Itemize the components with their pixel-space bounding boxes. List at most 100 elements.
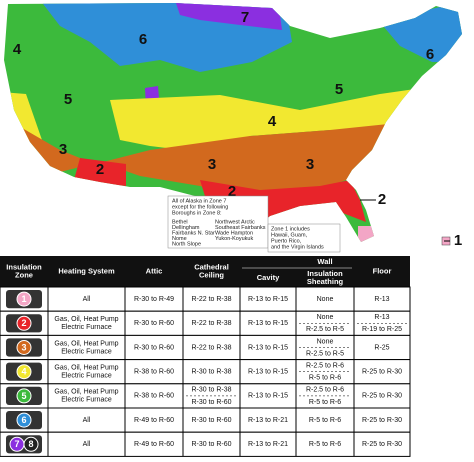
- table-header: [0, 256, 410, 287]
- cell-text: None: [317, 314, 334, 321]
- alaska-note: Boroughs in Zone 8:: [172, 210, 222, 216]
- cell-text: Ceiling: [199, 270, 224, 279]
- zone-label: 4: [13, 41, 22, 58]
- zone-label: 7: [241, 9, 249, 26]
- zone-label: 2: [228, 183, 236, 200]
- zone-badge: [16, 315, 32, 331]
- zone-label: 6: [426, 46, 434, 63]
- zone-label: 2: [378, 191, 386, 208]
- cell-text: R-2.5 to R-5: [306, 350, 344, 357]
- borough: Bethel: [172, 219, 188, 225]
- cell-text: 5: [21, 391, 26, 401]
- cell-text: 1: [21, 294, 26, 304]
- cell-text: R-2.5 to R-5: [306, 326, 344, 333]
- cell-text: R-38 to R-60: [134, 393, 174, 400]
- row: [0, 334, 411, 361]
- cell-text: R-13: [374, 314, 389, 321]
- zone-label: 4: [268, 113, 277, 130]
- cell-text: R-13 to R-15: [248, 369, 288, 376]
- cell-text: Zone: [15, 270, 33, 279]
- cell-text: R-38 to R-60: [134, 369, 174, 376]
- borough: Wade Hampton: [215, 230, 253, 236]
- cell-text: R-25: [374, 344, 389, 351]
- cell-text: Gas, Oil, Heat Pump: [54, 316, 118, 323]
- alaska-note: All of Alaska in Zone 7: [172, 198, 226, 204]
- cell-text: R-13 to R-21: [248, 417, 288, 424]
- cell-text: Sheathing: [307, 277, 344, 286]
- cell-text: Gas, Oil, Heat Pump: [54, 340, 118, 347]
- cell-text: R-13: [374, 296, 389, 303]
- borough: Nome: [172, 236, 187, 242]
- zone-badge: [16, 364, 32, 380]
- cell-text: R-22 to R-38: [191, 344, 231, 351]
- cell-text: R-5 to R-6: [309, 375, 341, 382]
- cell-text: 8: [28, 439, 33, 449]
- zone-badge: [16, 412, 32, 428]
- map-labels: 7 6 4 5 6 5 4 3 2 3 3 2 2 1: [13, 9, 462, 249]
- zone-label: 3: [59, 141, 67, 158]
- zone-label: 6: [139, 31, 147, 48]
- cell-text: R-30 to R-38: [191, 369, 231, 376]
- zone-badge: [16, 340, 32, 355]
- zone1-note: Zone 1 includes: [271, 226, 310, 232]
- cell-text: R-30 to R-60: [191, 441, 231, 448]
- cell-text: R-2.5 to R-6: [306, 387, 344, 394]
- borough: Southeast Fairbanks: [215, 225, 266, 231]
- cell-text: Electric Furnace: [61, 324, 112, 331]
- cell-text: 4: [21, 367, 26, 377]
- zone-label: 1: [454, 232, 462, 249]
- cell-text: All: [83, 441, 91, 448]
- cell-text: R-19 to R-25: [362, 326, 402, 333]
- cell-text: Gas, Oil, Heat Pump: [54, 365, 118, 372]
- cell-text: R-30 to R-60: [134, 320, 174, 327]
- borough: Yukon-Koyukuk: [215, 236, 253, 242]
- cell-text: R-30 to R-49: [134, 296, 174, 303]
- cell-text: Gas, Oil, Heat Pump: [54, 389, 118, 396]
- zone1-note: Puerto Rico,: [271, 238, 302, 244]
- zone-label: 2: [96, 161, 104, 178]
- cell-text: R-30 to R-60: [191, 399, 231, 406]
- cell-text: R-22 to R-38: [191, 296, 231, 303]
- cell-text: 6: [21, 415, 26, 425]
- borough: North Slope: [172, 241, 201, 247]
- cell-text: R-25 to R-30: [362, 441, 402, 448]
- cell-text: R-49 to R-60: [134, 441, 174, 448]
- cell-text: R-13 to R-15: [248, 320, 288, 327]
- zone1-note: Hawaii, Guam,: [271, 232, 308, 238]
- cell-text: All: [83, 417, 91, 424]
- cell-text: R-49 to R-60: [134, 417, 174, 424]
- cell-text: R-25 to R-30: [362, 369, 402, 376]
- cell-text: Floor: [373, 266, 392, 275]
- cell-text: R-13 to R-15: [248, 296, 288, 303]
- cell-text: R-5 to R-6: [309, 399, 341, 406]
- borough: Fairbanks N. Star: [172, 230, 215, 236]
- cell-text: R-25 to R-30: [362, 417, 402, 424]
- cell-text: R-13 to R-15: [248, 393, 288, 400]
- cell-text: Insulation: [6, 262, 42, 271]
- cell-text: Wall: [317, 257, 332, 266]
- cell-text: R-5 to R-6: [309, 441, 341, 448]
- cell-text: None: [317, 296, 334, 303]
- cell-text: Attic: [146, 266, 163, 275]
- cell-text: R-22 to R-38: [191, 320, 231, 327]
- zone-label: 5: [64, 91, 72, 108]
- borough: Dellingham: [172, 225, 200, 231]
- cell-text: All: [83, 296, 91, 303]
- cell-text: None: [317, 338, 334, 345]
- borough: Northwest Arctic: [215, 219, 255, 225]
- row: [0, 431, 411, 457]
- alaska-box: [167, 195, 269, 249]
- cell-text: R-13 to R-15: [248, 344, 288, 351]
- zone1-note: and the Virgin Islands: [271, 244, 324, 250]
- cell-text: R-30 to R-60: [134, 344, 174, 351]
- zone-badge: [23, 436, 39, 452]
- cell-text: R-30 to R-60: [191, 417, 231, 424]
- zone1-box: [267, 223, 341, 253]
- cell-text: R-30 to R-38: [191, 387, 231, 394]
- cell-text: Insulation: [307, 269, 343, 278]
- cell-text: R-5 to R-6: [309, 417, 341, 424]
- cell-text: Cathedral: [194, 262, 229, 271]
- cell-text: 2: [21, 318, 26, 328]
